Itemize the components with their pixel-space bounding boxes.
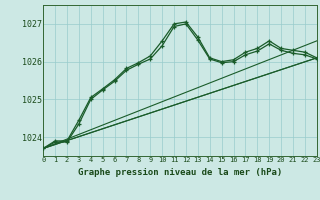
X-axis label: Graphe pression niveau de la mer (hPa): Graphe pression niveau de la mer (hPa) <box>78 168 282 177</box>
